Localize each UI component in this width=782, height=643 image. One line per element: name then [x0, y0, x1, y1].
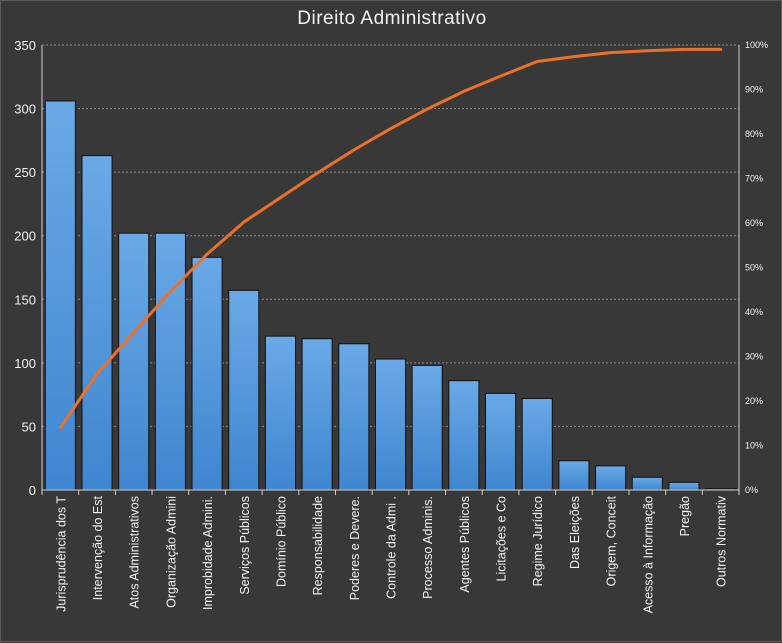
x-tick-label: Poderes e Devere. — [348, 496, 362, 600]
y2-tick-label: 90% — [745, 85, 763, 95]
x-tick-label: Agentes Públicos — [458, 496, 472, 593]
bar — [301, 338, 333, 491]
bar — [228, 289, 260, 491]
bar — [44, 100, 76, 491]
y-tick-label: 50 — [22, 419, 36, 434]
y-tick-label: 100 — [14, 356, 36, 371]
x-tick-label: Improbidade Admini. — [201, 496, 215, 610]
x-tick-label: Controle da Admi . — [385, 496, 399, 599]
cumulative-line — [58, 47, 723, 430]
bar — [411, 364, 443, 491]
y2-tick-label: 40% — [745, 307, 763, 317]
y2-tick-label: 60% — [745, 218, 763, 228]
y2-tick-label: 30% — [745, 352, 763, 362]
y-tick-label: 250 — [14, 165, 36, 180]
y-tick-label: 200 — [14, 229, 36, 244]
x-tick-label: Regime Jurídico — [531, 496, 545, 586]
x-tick-label: Serviços Públicos — [238, 496, 252, 595]
x-tick-label: Acesso à Informação — [641, 496, 655, 613]
bar — [521, 397, 553, 491]
y2-tick-label: 70% — [745, 174, 763, 184]
x-tick-label: Processo Adminis. — [421, 496, 435, 599]
y2-tick-label: 80% — [745, 129, 763, 139]
y-tick-label: 150 — [14, 292, 36, 307]
bar — [631, 476, 663, 491]
y-tick-label: 0 — [29, 483, 36, 498]
bar — [558, 460, 590, 491]
x-tick-label: Domínio Público — [274, 496, 288, 587]
bar — [154, 232, 186, 491]
bar — [448, 380, 480, 491]
bar — [338, 343, 370, 491]
bar — [374, 358, 407, 491]
y2-tick-label: 100% — [745, 40, 768, 50]
y-tick-label: 350 — [14, 38, 36, 53]
x-tick-label: Licitações e Co — [495, 496, 509, 582]
y-tick-label: 300 — [14, 102, 36, 117]
y2-tick-label: 0% — [745, 485, 758, 495]
x-tick-label: Pregão — [678, 496, 692, 536]
x-tick-label: Origem, Conceit — [605, 495, 619, 586]
x-tick-label: Intervenção do Est — [91, 495, 105, 600]
bar — [485, 392, 517, 491]
bar — [264, 335, 296, 491]
bar — [191, 256, 223, 491]
x-tick-label: Jurisprudência dos T — [54, 496, 68, 612]
y2-tick-label: 20% — [745, 396, 763, 406]
chart-title: Direito Administrativo — [297, 8, 487, 29]
x-tick-label: Das Eleições — [568, 496, 582, 569]
x-tick-label: Responsabilidade — [311, 496, 325, 595]
y2-tick-label: 50% — [745, 263, 763, 273]
bar — [118, 232, 150, 491]
bar — [81, 155, 113, 491]
y2-tick-label: 10% — [745, 441, 763, 451]
bar — [595, 465, 627, 491]
bar — [668, 481, 700, 491]
x-tick-label: Atos Administrativos — [128, 496, 142, 609]
x-tick-label: Organização Admini — [164, 496, 178, 608]
x-tick-label: Outros Normativ — [715, 495, 729, 587]
